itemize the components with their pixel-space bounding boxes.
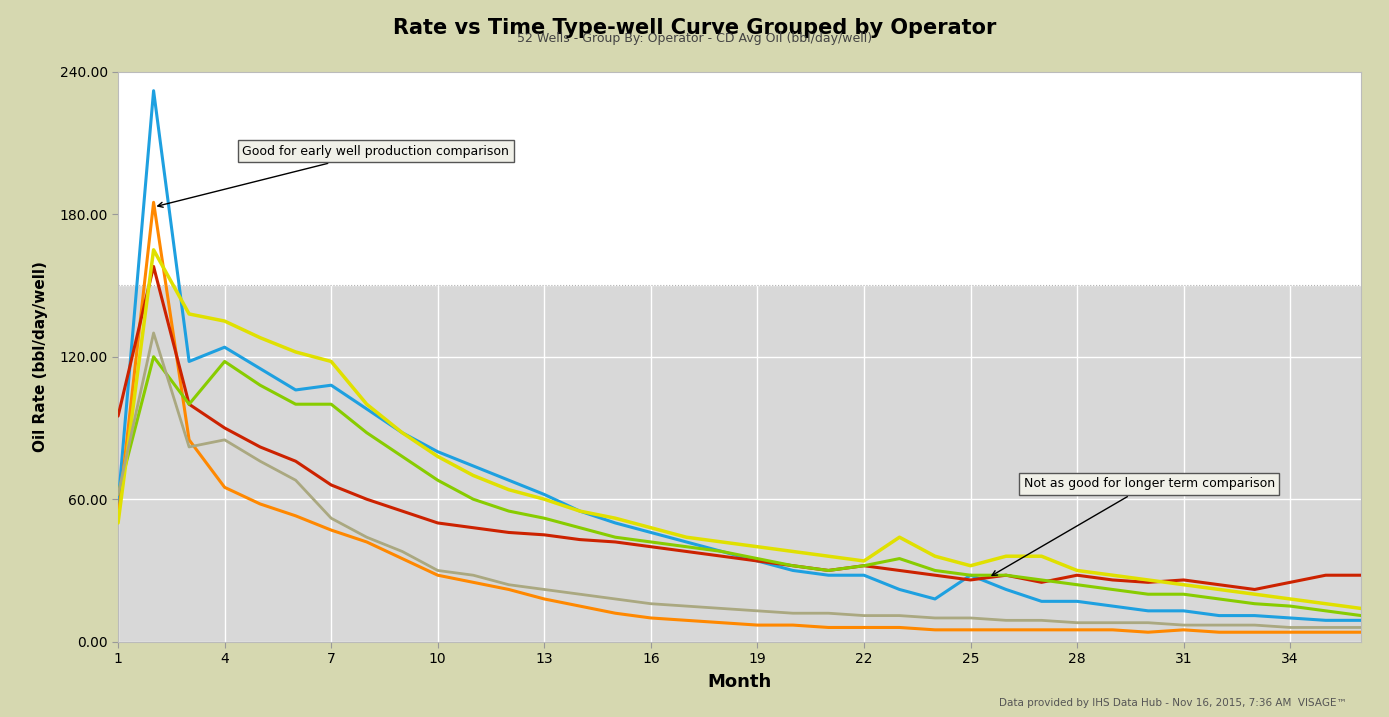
Text: Data provided by IHS Data Hub - Nov 16, 2015, 7:36 AM  VISAGE™: Data provided by IHS Data Hub - Nov 16, …	[1000, 698, 1347, 708]
Bar	[118, 72, 1361, 285]
X-axis label: Month: Month	[707, 673, 772, 691]
Text: Rate vs Time Type-well Curve Grouped by Operator: Rate vs Time Type-well Curve Grouped by …	[393, 18, 996, 38]
Text: 52 Wells - Group By: Operator - CD Avg Oil (bbl/day/well): 52 Wells - Group By: Operator - CD Avg O…	[517, 32, 872, 45]
Text: Not as good for longer term comparison: Not as good for longer term comparison	[992, 478, 1275, 576]
Y-axis label: Oil Rate (bbl/day/well): Oil Rate (bbl/day/well)	[33, 261, 49, 452]
Text: Good for early well production comparison: Good for early well production compariso…	[158, 145, 510, 207]
